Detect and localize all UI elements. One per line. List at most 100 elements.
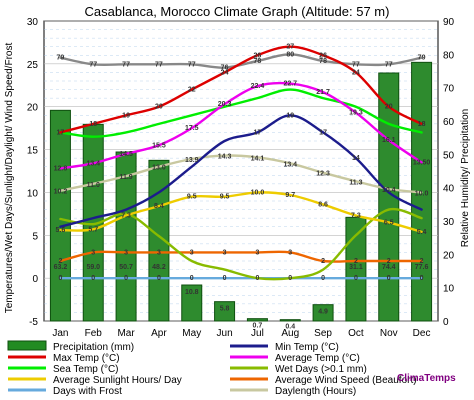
y-left-tick-label: 30 bbox=[27, 17, 39, 28]
legend-label-days-with-frost: Days with Frost bbox=[53, 386, 122, 397]
avg-temp-label: 22.7 bbox=[283, 81, 297, 88]
humidity-label: 77 bbox=[122, 61, 130, 68]
x-tick-label: Nov bbox=[380, 328, 398, 339]
humidity-label: 76 bbox=[221, 65, 229, 72]
x-tick-label: Sep bbox=[314, 328, 332, 339]
x-tick-label: Feb bbox=[85, 328, 103, 339]
wind-speed-label: 2 bbox=[321, 258, 325, 265]
legend-label-sea-temp-c: Sea Temp (°C) bbox=[53, 364, 119, 375]
wind-speed-label: 3 bbox=[223, 249, 227, 256]
y-left-tick-label: 10 bbox=[27, 188, 39, 199]
precipitation-bar bbox=[49, 109, 71, 322]
brand-label: ClimaTemps bbox=[397, 373, 456, 384]
humidity-label: 79 bbox=[57, 55, 65, 62]
max-temp-label: 24 bbox=[352, 69, 360, 76]
x-tick-label: Apr bbox=[151, 328, 167, 339]
precipitation-label: 4.9 bbox=[318, 309, 328, 316]
wind-speed-label: 2 bbox=[354, 258, 358, 265]
max-temp-label: 22 bbox=[188, 87, 196, 94]
avg-temp-label: 20.3 bbox=[218, 101, 232, 108]
sunlight-label: 6.5 bbox=[384, 219, 394, 226]
sunlight-label: 8.4 bbox=[154, 203, 164, 210]
max-temp-c-line bbox=[59, 45, 423, 134]
max-temp-label: 18 bbox=[418, 121, 426, 128]
average-temp-c-line bbox=[59, 81, 423, 170]
precipitation-bar bbox=[345, 216, 367, 322]
y-right-tick-label: 20 bbox=[443, 250, 455, 261]
sunlight-label: 5.4 bbox=[417, 229, 427, 236]
precipitation-label: 0.7 bbox=[253, 323, 263, 330]
frost-label: 0 bbox=[91, 275, 95, 282]
daylength-label: 13.4 bbox=[283, 161, 297, 168]
frost-label: 0 bbox=[190, 275, 194, 282]
frost-label: 0 bbox=[354, 275, 358, 282]
humidity-label: 77 bbox=[188, 61, 196, 68]
precipitation-bar bbox=[312, 304, 334, 322]
x-tick-label: Jul bbox=[251, 328, 264, 339]
max-temp-label: 18 bbox=[89, 121, 97, 128]
daylength-label: 10.2 bbox=[54, 189, 68, 196]
relative-humidity-line bbox=[59, 53, 423, 69]
daylength-label: 14.3 bbox=[218, 154, 232, 161]
y-right-tick-label: 0 bbox=[443, 317, 449, 328]
min-temp-label: 14 bbox=[352, 155, 360, 162]
chart-title: Casablanca, Morocco Climate Graph (Altit… bbox=[85, 4, 390, 19]
daylength-label: 10.0 bbox=[415, 190, 429, 197]
wind-speed-label: 2 bbox=[420, 258, 424, 265]
precipitation-label: 31.1 bbox=[349, 264, 363, 271]
avg-temp-label: 21.7 bbox=[316, 89, 330, 96]
daylength-label: 14.1 bbox=[251, 155, 265, 162]
avg-temp-label: 17.5 bbox=[185, 125, 199, 132]
max-temp-label: 20 bbox=[155, 104, 163, 111]
y-right-tick-label: 50 bbox=[443, 150, 455, 161]
humidity-label: 77 bbox=[352, 61, 360, 68]
humidity-label: 79 bbox=[418, 55, 426, 62]
min-temp-label: 17 bbox=[254, 129, 262, 136]
max-temp-label: 24 bbox=[221, 69, 229, 76]
daylength-label: 10.4 bbox=[382, 187, 396, 194]
y-left-tick-label: 25 bbox=[27, 60, 39, 71]
max-temp-label: 20 bbox=[385, 104, 393, 111]
frost-label: 0 bbox=[58, 275, 62, 282]
precipitation-bar bbox=[279, 319, 301, 322]
sunlight-label: 9.7 bbox=[285, 192, 295, 199]
legend-label-average-temp-c: Average Temp (°C) bbox=[275, 353, 360, 364]
precipitation-label: 77.6 bbox=[415, 264, 429, 271]
sunlight-label: 7.3 bbox=[351, 213, 361, 220]
precipitation-label: 63.2 bbox=[54, 264, 68, 271]
min-temp-label: 19 bbox=[286, 112, 294, 119]
precipitation-label: 48.2 bbox=[152, 264, 166, 271]
y-right-tick-label: 70 bbox=[443, 84, 455, 95]
y-right-tick-label: 90 bbox=[443, 17, 455, 28]
avg-temp-label: 13.50 bbox=[413, 159, 431, 166]
plot-frame bbox=[43, 20, 439, 322]
x-tick-label: Dec bbox=[413, 328, 431, 339]
frost-label: 0 bbox=[223, 275, 227, 282]
wind-speed-label: 3 bbox=[255, 249, 259, 256]
min-temp-label: 17 bbox=[319, 129, 327, 136]
y-right-tick-label: 60 bbox=[443, 117, 455, 128]
x-tick-label: Aug bbox=[281, 328, 299, 339]
sunlight-label: 8.6 bbox=[318, 201, 328, 208]
avg-temp-label: 19.3 bbox=[349, 110, 363, 117]
max-temp-label: 27 bbox=[286, 44, 294, 51]
precipitation-label: 50.7 bbox=[119, 264, 133, 271]
precipitation-label: 74.4 bbox=[382, 264, 396, 271]
sea-temp-c-line bbox=[59, 88, 423, 138]
legend-label-wet-days-0-1-mm: Wet Days (>0.1 mm) bbox=[275, 364, 367, 375]
humidity-label: 77 bbox=[89, 61, 97, 68]
precipitation-bar bbox=[246, 318, 268, 322]
sunlight-label: 9.5 bbox=[220, 194, 230, 201]
y-right-tick-label: 40 bbox=[443, 184, 455, 195]
daylength-hours-line bbox=[59, 154, 423, 194]
daylength-label: 11.3 bbox=[349, 179, 362, 186]
precipitation-bar bbox=[148, 159, 170, 322]
y-left-tick-label: 0 bbox=[32, 274, 38, 285]
humidity-label: 78 bbox=[254, 58, 262, 65]
precipitation-label: 5.8 bbox=[220, 306, 230, 313]
legend-label-min-temp-c: Min Temp (°C) bbox=[275, 342, 339, 353]
y-left-tick-label: 5 bbox=[32, 231, 38, 242]
min-temp-c-line bbox=[59, 114, 423, 228]
humidity-label: 80 bbox=[286, 51, 294, 58]
daylength-label: 13.0 bbox=[152, 165, 166, 172]
